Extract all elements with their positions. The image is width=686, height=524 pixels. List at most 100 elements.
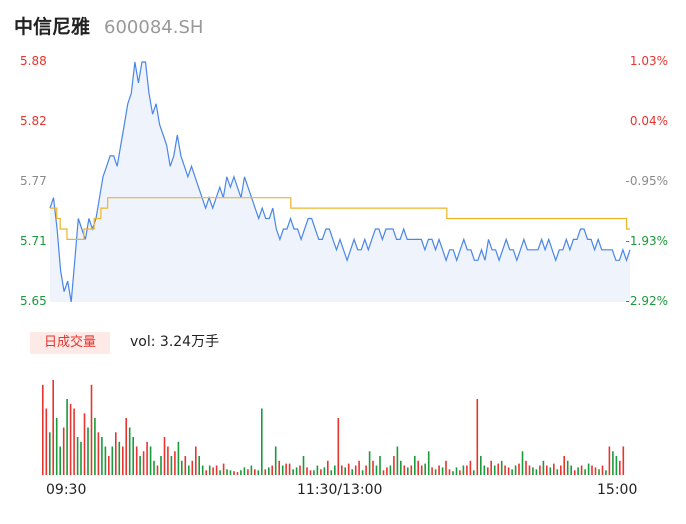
volume-bar: [539, 465, 541, 475]
volume-bar: [250, 465, 253, 475]
volume-bar: [459, 470, 461, 476]
volume-bar: [594, 467, 597, 475]
volume-bar: [274, 446, 277, 475]
volume-bar: [219, 470, 221, 476]
volume-bar: [215, 465, 218, 475]
volume-bar: [490, 460, 492, 476]
volume-bar: [587, 463, 590, 475]
volume-bar: [115, 432, 117, 476]
volume-bar: [514, 465, 517, 475]
time-axis-label: 15:00: [597, 482, 638, 498]
volume-bar: [598, 469, 600, 475]
volume-bar: [344, 467, 346, 475]
volume-bar: [556, 469, 559, 475]
volume-bar: [441, 467, 444, 475]
pct-axis-label: -0.95%: [625, 174, 668, 188]
volume-bar: [476, 399, 479, 475]
volume-bar: [236, 472, 239, 475]
volume-bar: [69, 403, 72, 476]
volume-bar: [167, 446, 169, 475]
volume-bar: [542, 460, 545, 476]
volume-bar: [212, 467, 214, 475]
price-area: [50, 62, 630, 302]
volume-bar: [243, 467, 246, 475]
volume-bar: [132, 437, 134, 475]
volume-bar: [229, 470, 232, 476]
volume-bar: [257, 470, 260, 476]
volume-bar: [281, 465, 284, 475]
pct-axis-label: 0.04%: [629, 114, 668, 128]
volume-bar: [375, 465, 378, 475]
volume-bar: [368, 451, 371, 476]
volume-bar: [427, 451, 430, 476]
volume-bar: [487, 467, 489, 475]
pct-axis-label: -1.93%: [625, 234, 668, 248]
volume-bar: [118, 441, 121, 476]
volume-bar: [455, 467, 458, 475]
volume-bar: [76, 437, 79, 475]
volume-bar: [521, 451, 524, 476]
volume-bar: [188, 465, 190, 475]
volume-bar: [462, 465, 465, 475]
volume-bar: [320, 469, 322, 475]
volume-bar: [480, 456, 482, 475]
volume-bar: [573, 470, 576, 476]
volume-bar: [528, 465, 531, 475]
average-price-line: [50, 197, 630, 240]
volume-bar: [104, 446, 107, 475]
volume-bar: [45, 408, 48, 475]
volume-bar: [354, 465, 357, 475]
volume-bar: [323, 467, 326, 475]
price-axis-label: 5.71: [20, 234, 47, 248]
volume-bar: [66, 399, 68, 475]
volume-bar: [553, 463, 555, 475]
volume-bar: [580, 465, 583, 475]
volume-bar: [97, 432, 100, 476]
price-axis-label: 5.77: [20, 174, 47, 188]
volume-bar: [87, 427, 89, 475]
volume-bar: [184, 456, 187, 475]
volume-bar: [504, 465, 506, 475]
volume-bar: [271, 465, 273, 475]
volume-bar: [288, 463, 291, 475]
volume-bar: [466, 465, 468, 475]
price-axis-label: 5.82: [20, 114, 47, 128]
volume-bar: [62, 427, 65, 475]
volume-bar: [233, 471, 235, 475]
volume-bar: [139, 456, 141, 475]
stock-code: 600084.SH: [104, 17, 204, 38]
time-axis-label: 09:30: [46, 482, 87, 498]
volume-bar: [337, 418, 340, 475]
volume-bar: [90, 384, 93, 476]
volume-bar: [108, 456, 110, 475]
volume-bar: [500, 460, 503, 476]
volume-bar: [619, 460, 621, 476]
volume-bar: [615, 456, 618, 475]
volume-bar: [83, 413, 86, 476]
volume-bar: [146, 441, 148, 476]
volume-bar: [372, 460, 374, 476]
volume-bar: [195, 446, 197, 475]
volume-bar: [111, 446, 114, 475]
volume-bar: [174, 451, 176, 476]
volume-bar: [198, 456, 200, 475]
volume-bar: [452, 471, 454, 475]
volume-tab[interactable]: 日成交量: [30, 332, 110, 354]
volume-bar: [546, 465, 548, 475]
volume-bar: [566, 460, 569, 476]
volume-bar: [393, 456, 395, 475]
volume-bar: [170, 456, 173, 475]
volume-bar: [222, 463, 225, 475]
volume-bar: [473, 470, 475, 476]
volume-bar: [434, 469, 437, 475]
volume-bar: [417, 460, 419, 476]
volume-bar: [149, 446, 152, 475]
volume-bar: [469, 460, 472, 476]
volume-bar: [309, 470, 312, 476]
volume-bar: [414, 456, 416, 475]
volume-bar: [386, 467, 388, 475]
volume-bar: [240, 470, 242, 476]
volume-bar: [55, 418, 58, 475]
volume-bar: [101, 437, 103, 475]
volume-bar: [341, 465, 343, 475]
